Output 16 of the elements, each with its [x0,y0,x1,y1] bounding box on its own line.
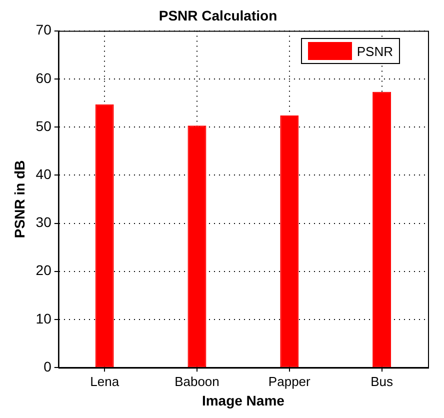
y-tick-label: 50 [36,118,52,134]
legend-label: PSNR [356,44,393,58]
x-tick-label: Bus [370,374,394,389]
y-tick-label: 40 [36,166,52,182]
x-tick-label: Lena [90,374,120,389]
y-tick-label: 70 [36,22,52,38]
y-tick-label: 10 [36,310,52,326]
x-tick-label: Baboon [174,374,220,389]
x-axis-title: Image Name [202,392,285,408]
chart-title: PSNR Calculation [158,7,278,24]
x-tick-label: Papper [268,374,312,389]
y-tick-label: 20 [36,262,52,278]
y-axis-title: PSNR in dB [11,160,28,238]
y-tick-label: 60 [36,70,52,86]
y-tick-label: 30 [36,214,52,230]
y-tick-label: 0 [44,358,52,374]
